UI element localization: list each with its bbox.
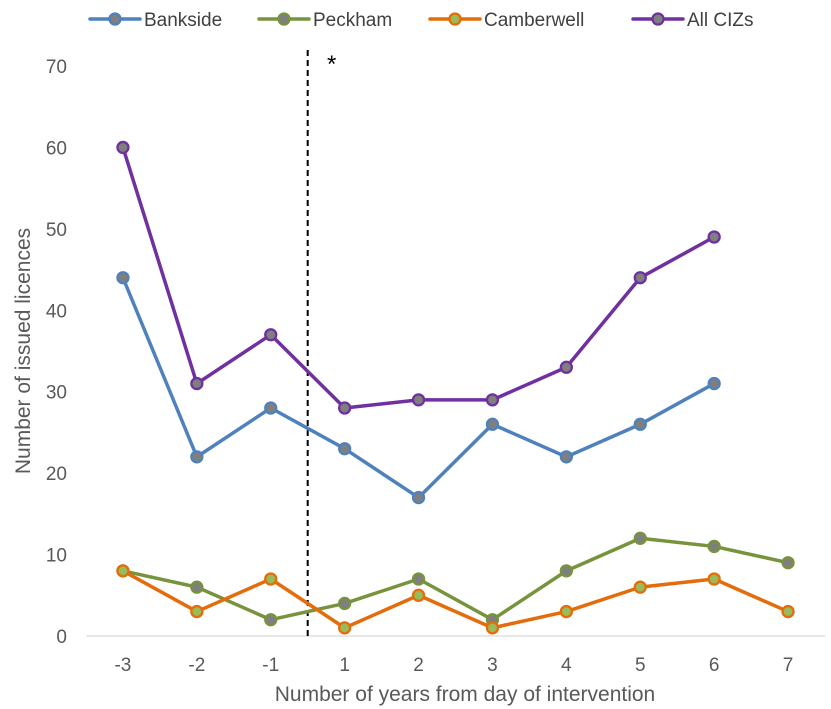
legend-item-bankside: Bankside <box>88 10 222 31</box>
data-point-all-cizs <box>485 393 500 407</box>
data-point-all-cizs <box>337 401 352 415</box>
data-point-peckham <box>781 556 795 570</box>
legend-marker <box>651 12 665 26</box>
x-tick-label: 2 <box>413 655 424 676</box>
data-point-peckham <box>411 572 426 586</box>
x-tick-label: 5 <box>635 655 646 676</box>
legend-label: Bankside <box>144 10 222 31</box>
data-point-all-cizs <box>633 271 647 285</box>
annotations: * <box>306 50 336 636</box>
x-tick-label: 7 <box>783 655 794 676</box>
x-tick-label: 6 <box>709 655 720 676</box>
data-point-all-cizs <box>116 140 130 155</box>
data-point-all-cizs <box>411 393 426 407</box>
series-line-all-cizs <box>121 145 716 410</box>
y-tick-label: 40 <box>46 301 67 322</box>
data-point-bankside <box>633 417 647 431</box>
data-point-bankside <box>337 442 352 456</box>
y-tick-label: 10 <box>46 546 67 567</box>
series-group <box>116 140 795 635</box>
data-point-camberwell <box>707 572 721 586</box>
data-point-all-cizs <box>190 376 204 391</box>
y-tick-label: 30 <box>46 383 67 404</box>
series-line-peckham <box>121 536 790 622</box>
y-tick-label: 70 <box>46 57 67 78</box>
data-point-camberwell <box>264 572 278 586</box>
legend-label: All CIZs <box>687 10 754 31</box>
data-point-peckham <box>707 539 721 554</box>
data-point-camberwell <box>781 604 795 619</box>
data-point-camberwell <box>633 580 647 594</box>
x-tick-label: -3 <box>114 655 131 676</box>
data-point-bankside <box>559 450 573 464</box>
x-tick-label: 1 <box>339 655 350 676</box>
data-point-camberwell <box>485 621 500 635</box>
data-point-bankside <box>116 271 130 285</box>
series-all-cizs <box>116 140 721 415</box>
data-point-camberwell <box>411 588 426 602</box>
legend-item-peckham: Peckham <box>257 10 392 31</box>
series-camberwell <box>116 564 795 635</box>
data-point-all-cizs <box>559 360 573 374</box>
y-axis-title: Number of issued licences <box>12 228 35 474</box>
y-tick-label: 60 <box>46 138 67 159</box>
x-tick-label: -1 <box>262 655 279 676</box>
axes: 0 10 20 30 40 50 60 70 -3 -2 -1 1 2 3 4 5 6 7 <box>46 57 825 676</box>
data-point-bankside <box>707 376 721 391</box>
y-tick-label: 0 <box>56 627 67 648</box>
data-point-peckham <box>337 596 352 611</box>
legend-item-all-cizs: All CIZs <box>631 10 754 31</box>
x-tick-label: 3 <box>487 655 498 676</box>
data-point-bankside <box>264 401 278 415</box>
legend: Bankside Peckham Camberwell All CIZs <box>88 10 754 31</box>
data-point-bankside <box>190 450 204 464</box>
data-point-bankside <box>485 417 500 431</box>
y-tick-label: 50 <box>46 220 67 241</box>
data-point-camberwell <box>190 604 204 619</box>
y-tick-label: 20 <box>46 464 67 485</box>
series-bankside <box>116 271 721 505</box>
data-point-bankside <box>411 490 426 505</box>
data-point-peckham <box>264 613 278 627</box>
legend-marker <box>108 12 122 26</box>
series-line-bankside <box>121 275 716 500</box>
legend-label: Peckham <box>313 10 392 31</box>
data-point-camberwell <box>116 564 130 578</box>
x-tick-label: -2 <box>188 655 205 676</box>
x-tick-label: 4 <box>561 655 572 676</box>
data-point-camberwell <box>337 621 352 635</box>
data-point-peckham <box>559 564 573 578</box>
legend-item-camberwell: Camberwell <box>428 10 584 31</box>
data-point-peckham <box>633 531 647 545</box>
data-point-camberwell <box>559 604 573 619</box>
x-axis-title: Number of years from day of intervention <box>275 683 656 706</box>
series-line-camberwell <box>121 569 790 630</box>
legend-marker <box>277 12 291 26</box>
data-point-peckham <box>190 580 204 594</box>
data-point-all-cizs <box>264 328 278 342</box>
data-point-all-cizs <box>707 230 721 244</box>
legend-marker <box>448 12 462 26</box>
intervention-annotation: * <box>327 51 336 78</box>
legend-label: Camberwell <box>484 10 584 31</box>
